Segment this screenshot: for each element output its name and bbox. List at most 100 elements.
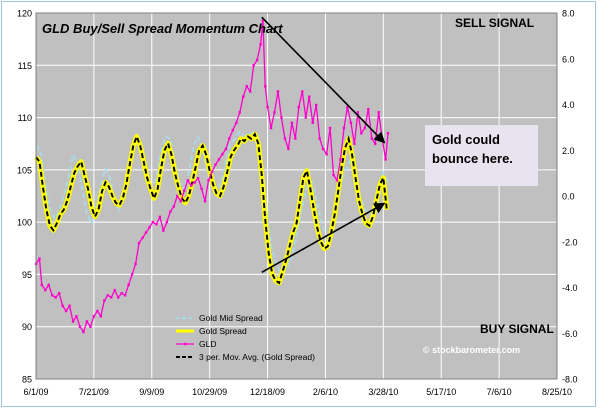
y-right-tick-label: -8.0 xyxy=(562,375,578,385)
y-left-tick-label: 120 xyxy=(17,9,32,19)
gld-point xyxy=(61,304,64,307)
x-axis: 6/1/09 7/21/09 9/9/09 10/29/09 12/18/09 2/6/1… xyxy=(23,387,572,397)
series-layer xyxy=(34,19,390,334)
x-tick-label: 9/9/09 xyxy=(139,387,164,397)
gld-point xyxy=(346,105,349,109)
gld-point xyxy=(273,111,276,114)
trend-arrows xyxy=(261,16,386,274)
gld-point xyxy=(89,325,92,328)
gld-point xyxy=(75,315,78,318)
gld-point xyxy=(117,296,120,299)
y-left-tick-label: 115 xyxy=(18,61,32,71)
legend-label: GLD xyxy=(199,339,216,349)
gld-point xyxy=(304,116,307,119)
gld-point xyxy=(182,189,186,192)
gld-point xyxy=(179,200,182,203)
gld-point xyxy=(99,315,103,318)
gld-point xyxy=(264,85,267,88)
gld-point xyxy=(339,158,342,161)
gld-point xyxy=(335,179,339,182)
gld-point xyxy=(113,288,116,292)
gld-point xyxy=(294,137,297,140)
gld-point xyxy=(78,325,82,328)
gld-point xyxy=(162,229,165,232)
gld-point xyxy=(38,257,41,260)
gld-point xyxy=(328,126,332,130)
gld-point xyxy=(370,137,373,140)
x-tick-label: 12/18/09 xyxy=(250,387,285,397)
gld-point xyxy=(374,142,377,145)
gld-point xyxy=(221,152,224,156)
gld-point xyxy=(51,294,54,297)
gld-point xyxy=(68,304,71,307)
gld-point xyxy=(377,111,380,114)
y-left-tick-label: 95 xyxy=(22,270,32,280)
gld-point xyxy=(367,108,370,111)
gld-point xyxy=(301,90,304,93)
gld-point xyxy=(54,296,57,299)
gld-point xyxy=(200,187,203,190)
gld-point xyxy=(47,283,50,287)
y-right-tick-label: 2.0 xyxy=(562,146,575,156)
gld-point xyxy=(193,181,196,184)
gld-point xyxy=(85,320,89,323)
x-tick-label: 8/25/10 xyxy=(542,387,572,397)
watermark: © stockbarometer.com xyxy=(423,345,520,355)
gld-point xyxy=(248,90,252,93)
gld-point xyxy=(165,220,169,224)
gld-point xyxy=(297,105,301,109)
gld-point xyxy=(96,309,99,313)
y-right-tick-label: 8.0 xyxy=(562,9,575,19)
y-left-tick-label: 100 xyxy=(17,218,32,228)
gld-point xyxy=(280,116,283,119)
gld-point xyxy=(120,292,123,295)
gld-point xyxy=(242,95,245,98)
legend-label: Gold Mid Spread xyxy=(199,313,263,323)
x-tick-label: 5/17/10 xyxy=(426,387,456,397)
sell-signal-label: SELL SIGNAL xyxy=(455,16,534,30)
y-axis-right: -8.0 -6.0 -4.0 -2.0 0.0 2.0 4.0 6.0 8.0 xyxy=(562,9,578,385)
x-tick-label: 3/28/10 xyxy=(368,387,398,397)
gld-point xyxy=(92,315,96,318)
chart-title: GLD Buy/Sell Spread Momentum Chart xyxy=(42,21,283,36)
gld-point xyxy=(314,103,318,107)
callout-line-1: Gold could xyxy=(432,132,500,147)
y-right-tick-label: -4.0 xyxy=(562,283,578,293)
gld-point xyxy=(349,121,353,124)
trend-arrow xyxy=(261,202,386,274)
gld-point xyxy=(137,241,141,245)
x-tick-label: 2/6/10 xyxy=(313,387,338,397)
gld-point xyxy=(172,205,175,208)
gld-point xyxy=(57,292,61,295)
gld-point xyxy=(386,132,390,135)
callout-box xyxy=(425,125,538,186)
gld-point xyxy=(123,294,127,297)
chart-frame: 85 90 95 100 105 110 115 120 -8.0 -6.0 -4.0 -2.0 0.… xyxy=(1,1,596,407)
y-right-tick-label: -6.0 xyxy=(562,329,578,339)
gld-point xyxy=(290,121,294,124)
x-tick-label: 7/21/09 xyxy=(79,387,109,397)
callout-line-2: bounce here. xyxy=(432,151,513,166)
gld-point xyxy=(266,105,269,109)
gld-point xyxy=(217,158,221,161)
gld-point xyxy=(130,273,134,276)
x-tick-label: 6/1/09 xyxy=(23,387,48,397)
gld-point xyxy=(363,126,367,130)
gld-point xyxy=(141,236,144,240)
gld-point xyxy=(40,283,43,287)
gld-point xyxy=(224,147,228,151)
legend-label: Gold Spread xyxy=(199,326,247,336)
gld-point xyxy=(186,179,189,182)
gld-point xyxy=(103,299,106,302)
y-left-tick-label: 105 xyxy=(17,165,32,175)
plot-border xyxy=(35,12,558,380)
y-right-tick-label: -2.0 xyxy=(562,237,578,247)
x-tick-label: 7/6/10 xyxy=(487,387,512,397)
y-left-tick-label: 90 xyxy=(22,322,32,332)
gld-point xyxy=(203,200,207,203)
y-right-tick-label: 0.0 xyxy=(562,192,575,202)
gld-point xyxy=(82,330,85,334)
gld-point xyxy=(207,179,210,182)
series-moving-average-line xyxy=(35,132,388,285)
y-left-tick-label: 85 xyxy=(22,375,32,385)
